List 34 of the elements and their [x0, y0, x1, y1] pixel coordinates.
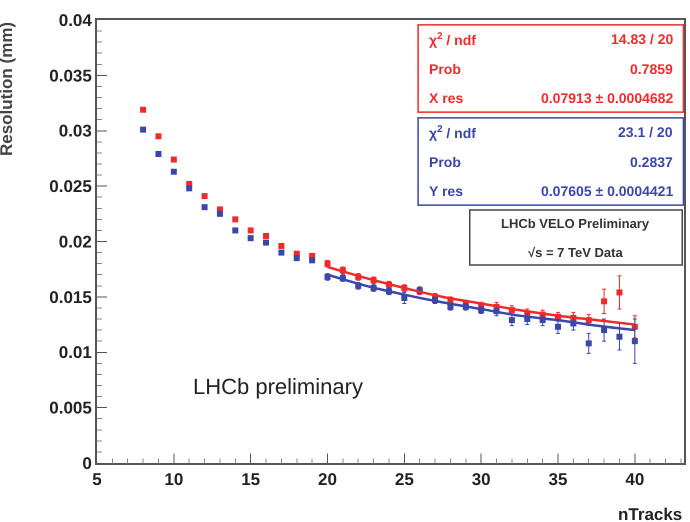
- annotation: 0.7859: [630, 61, 674, 77]
- annotation: LHCb preliminary: [193, 374, 363, 399]
- y-tick-label: 0.025: [49, 177, 92, 196]
- y-tick-label: 0.01: [58, 343, 92, 362]
- y-tick-label: 0.035: [49, 66, 92, 86]
- annotation: LHCb VELO Preliminary: [501, 216, 650, 231]
- x-tick-label: 35: [548, 470, 568, 490]
- x-axis-title: nTracks: [618, 505, 682, 522]
- annotation: 0.07605 ± 0.0004421: [541, 183, 674, 199]
- x-tick-label: 40: [625, 470, 644, 490]
- annotation: Prob: [429, 154, 461, 170]
- y-tick-label: 0: [82, 454, 92, 473]
- annotation: 0.2837: [630, 154, 674, 170]
- y-tick-label: 0.03: [58, 122, 92, 141]
- y-tick-label: 0.02: [58, 232, 92, 252]
- annotation: Prob: [429, 61, 461, 77]
- y-axis-title: Resolution (mm): [0, 22, 16, 156]
- x-tick-label: 5: [92, 470, 102, 490]
- x-tick-label: 25: [394, 470, 414, 490]
- x-tick-label: 30: [472, 470, 491, 490]
- y-tick-label: 0.005: [49, 398, 92, 418]
- x-tick-label: 20: [318, 470, 337, 490]
- x-tick-label: 10: [164, 470, 184, 490]
- annotation: 14.83 / 20: [611, 31, 674, 47]
- annotation: χ$^{2}$ / ndf: [429, 31, 476, 48]
- annotation: 23.1 / 20: [618, 124, 673, 140]
- y-tick-label: 0.015: [49, 288, 92, 307]
- annotation: χ$^{2}$ / ndf: [429, 124, 476, 141]
- annotation: X res: [429, 90, 464, 106]
- annotation: Y res: [429, 183, 464, 199]
- y-tick-label: 0.04: [58, 10, 92, 30]
- x-tick-label: 15: [241, 470, 260, 490]
- annotation: √s = 7 TeV Data: [528, 245, 624, 260]
- annotation: 0.07913 ± 0.0004682: [541, 90, 674, 106]
